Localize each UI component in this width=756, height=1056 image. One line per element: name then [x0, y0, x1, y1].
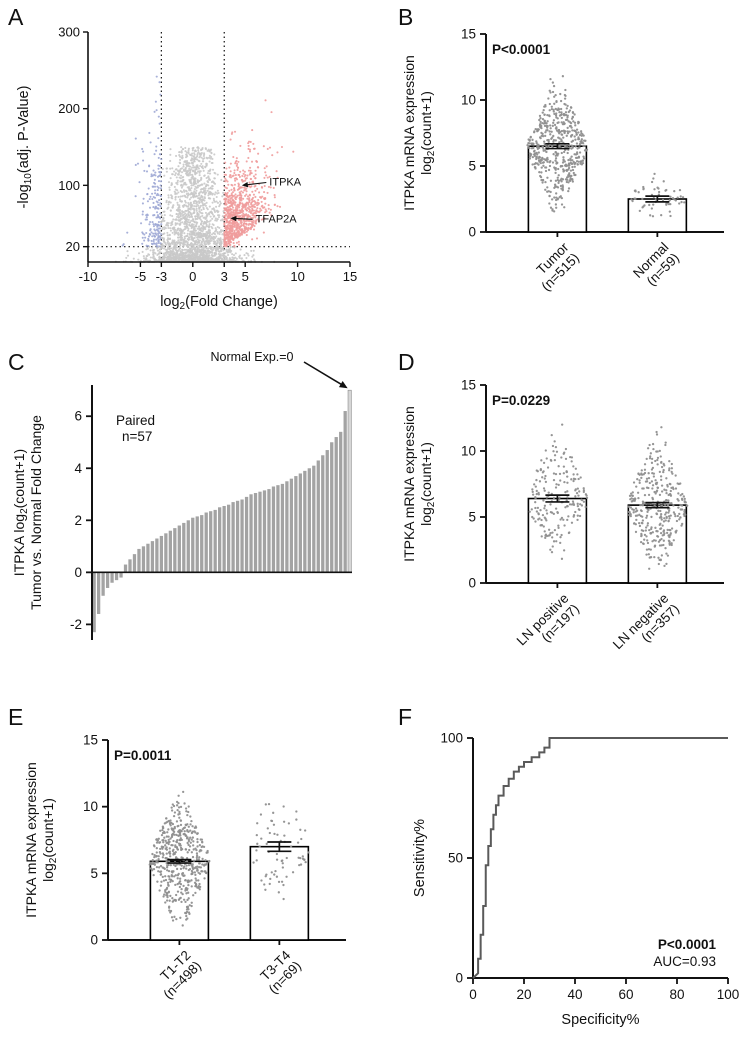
svg-text:10: 10	[83, 799, 98, 814]
svg-text:ITPKA mRNA expression: ITPKA mRNA expression	[401, 55, 417, 211]
svg-text:4: 4	[74, 461, 82, 476]
svg-text:6: 6	[74, 409, 82, 424]
svg-text:ITPKA: ITPKA	[269, 177, 301, 189]
panel-E: E 0 5 10 15 T1-T2(n=498) T3-T4(n=69) P=0.0011 I…	[0, 700, 378, 1056]
svg-text:15: 15	[83, 733, 98, 748]
svg-text:-10: -10	[79, 269, 98, 284]
svg-text:5: 5	[242, 269, 249, 284]
svg-text:P=0.0229: P=0.0229	[492, 393, 550, 408]
svg-text:15: 15	[343, 269, 357, 284]
panel-A: A -10 -5 -3 0 3 5 10 15 20 100 200 300 log2(Fold Cha…	[0, 0, 378, 345]
svg-text:200: 200	[58, 101, 80, 116]
svg-text:-5: -5	[135, 269, 147, 284]
svg-text:ITPKA mRNA expression: ITPKA mRNA expression	[401, 406, 417, 562]
panel-C: C -2 0 2 4 6 Paired n=57 Normal Exp.=0 ITPKA log…	[0, 345, 378, 700]
svg-text:100: 100	[58, 178, 80, 193]
svg-text:log2(Fold Change): log2(Fold Change)	[160, 294, 278, 312]
svg-text:10: 10	[290, 269, 304, 284]
svg-text:LN negative(n=357): LN negative(n=357)	[610, 591, 682, 663]
svg-text:300: 300	[58, 25, 80, 40]
svg-text:-2: -2	[70, 617, 82, 632]
svg-text:TFAP2A: TFAP2A	[256, 213, 298, 225]
svg-text:3: 3	[221, 269, 228, 284]
svg-text:-3: -3	[156, 269, 168, 284]
svg-text:Tumor vs. Normal Fold Change: Tumor vs. Normal Fold Change	[28, 415, 44, 610]
panel-label-E: E	[8, 704, 24, 730]
tumor-vs-normal-chart: 0 5 10 15 Tumor(n=515) Normal(n=59) P<0.0001 IT…	[401, 27, 724, 294]
svg-text:Tumor(n=515): Tumor(n=515)	[528, 239, 583, 294]
svg-text:2: 2	[74, 513, 82, 528]
svg-text:20: 20	[66, 239, 80, 254]
panel-label-D: D	[398, 349, 415, 375]
panel-D: D 0 5 10 15 LN positive(n=197) LN negative(n=…	[378, 345, 756, 700]
svg-text:0: 0	[189, 269, 196, 284]
svg-text:0: 0	[90, 933, 98, 948]
svg-text:0: 0	[74, 565, 82, 580]
svg-text:-log10(adj. P-Value): -log10(adj. P-Value)	[16, 86, 34, 209]
volcano-plot: -10 -5 -3 0 3 5 10 15 20 100 200 300 log2(Fold Chang…	[16, 25, 357, 313]
roc-curve-chart: 0 20 40 60 80 100050100Specificity%Sensitivit…	[412, 731, 739, 1029]
panel-B: B 0 5 10 15 Tumor(n=515) Normal(n=59) P<0.0001…	[378, 0, 756, 345]
svg-text:log2(count+1): log2(count+1)	[418, 442, 437, 526]
svg-text:10: 10	[461, 444, 476, 459]
svg-text:ITPKA log2(count+1): ITPKA log2(count+1)	[11, 449, 30, 576]
svg-text:P<0.0001: P<0.0001	[492, 42, 551, 57]
svg-text:0: 0	[468, 225, 476, 240]
panel-label-F: F	[398, 704, 413, 730]
svg-text:LN positive(n=197): LN positive(n=197)	[514, 591, 582, 659]
panel-label-B: B	[398, 4, 414, 30]
svg-text:10: 10	[461, 93, 476, 108]
svg-text:Normal Exp.=0: Normal Exp.=0	[210, 350, 293, 364]
svg-text:5: 5	[468, 159, 476, 174]
svg-text:5: 5	[468, 510, 476, 525]
svg-text:Paired: Paired	[116, 413, 155, 428]
svg-text:15: 15	[461, 27, 476, 42]
ln-status-chart: 0 5 10 15 LN positive(n=197) LN negative(n=35…	[401, 378, 724, 663]
svg-text:5: 5	[90, 866, 98, 881]
svg-text:15: 15	[461, 378, 476, 393]
svg-text:0: 0	[468, 576, 476, 591]
svg-text:Normal(n=59): Normal(n=59)	[630, 240, 682, 292]
svg-text:log2(count+1): log2(count+1)	[418, 91, 437, 175]
panel-label-A: A	[8, 4, 24, 30]
panel-F: F 0 20 40 60 80 100 0 50 100 Specificity% Sensitiv…	[378, 700, 756, 1056]
svg-text:n=57: n=57	[122, 429, 152, 444]
panel-label-C: C	[8, 349, 25, 375]
